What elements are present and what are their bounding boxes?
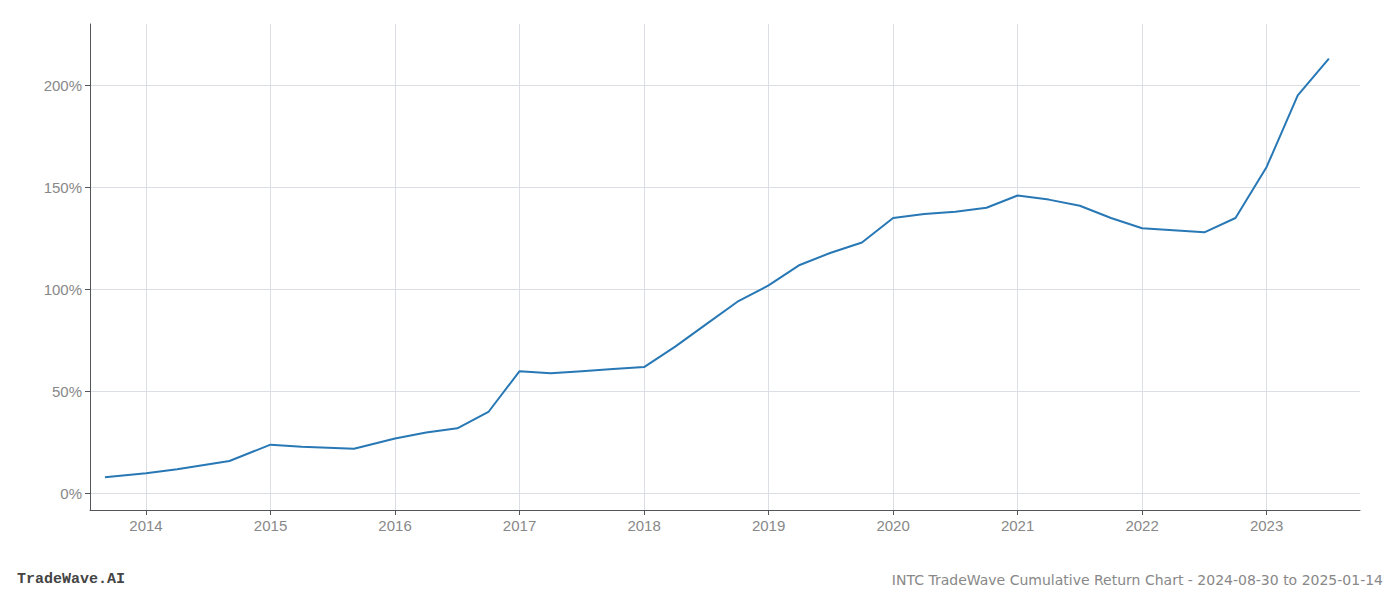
svg-text:INTC TradeWave Cumulative Retu: INTC TradeWave Cumulative Return Chart -… [892,572,1383,588]
svg-text:150%: 150% [44,179,82,196]
svg-text:200%: 200% [44,77,82,94]
svg-text:2022: 2022 [1125,517,1158,534]
svg-text:2017: 2017 [503,517,536,534]
svg-text:100%: 100% [44,281,82,298]
svg-text:2015: 2015 [254,517,287,534]
svg-text:2021: 2021 [1001,517,1034,534]
svg-text:2016: 2016 [378,517,411,534]
svg-text:2019: 2019 [752,517,785,534]
svg-text:2020: 2020 [876,517,909,534]
svg-text:50%: 50% [52,383,82,400]
svg-text:0%: 0% [60,485,82,502]
svg-text:TradeWave.AI: TradeWave.AI [17,571,125,588]
svg-text:2014: 2014 [129,517,162,534]
svg-text:2018: 2018 [627,517,660,534]
svg-text:2023: 2023 [1250,517,1283,534]
